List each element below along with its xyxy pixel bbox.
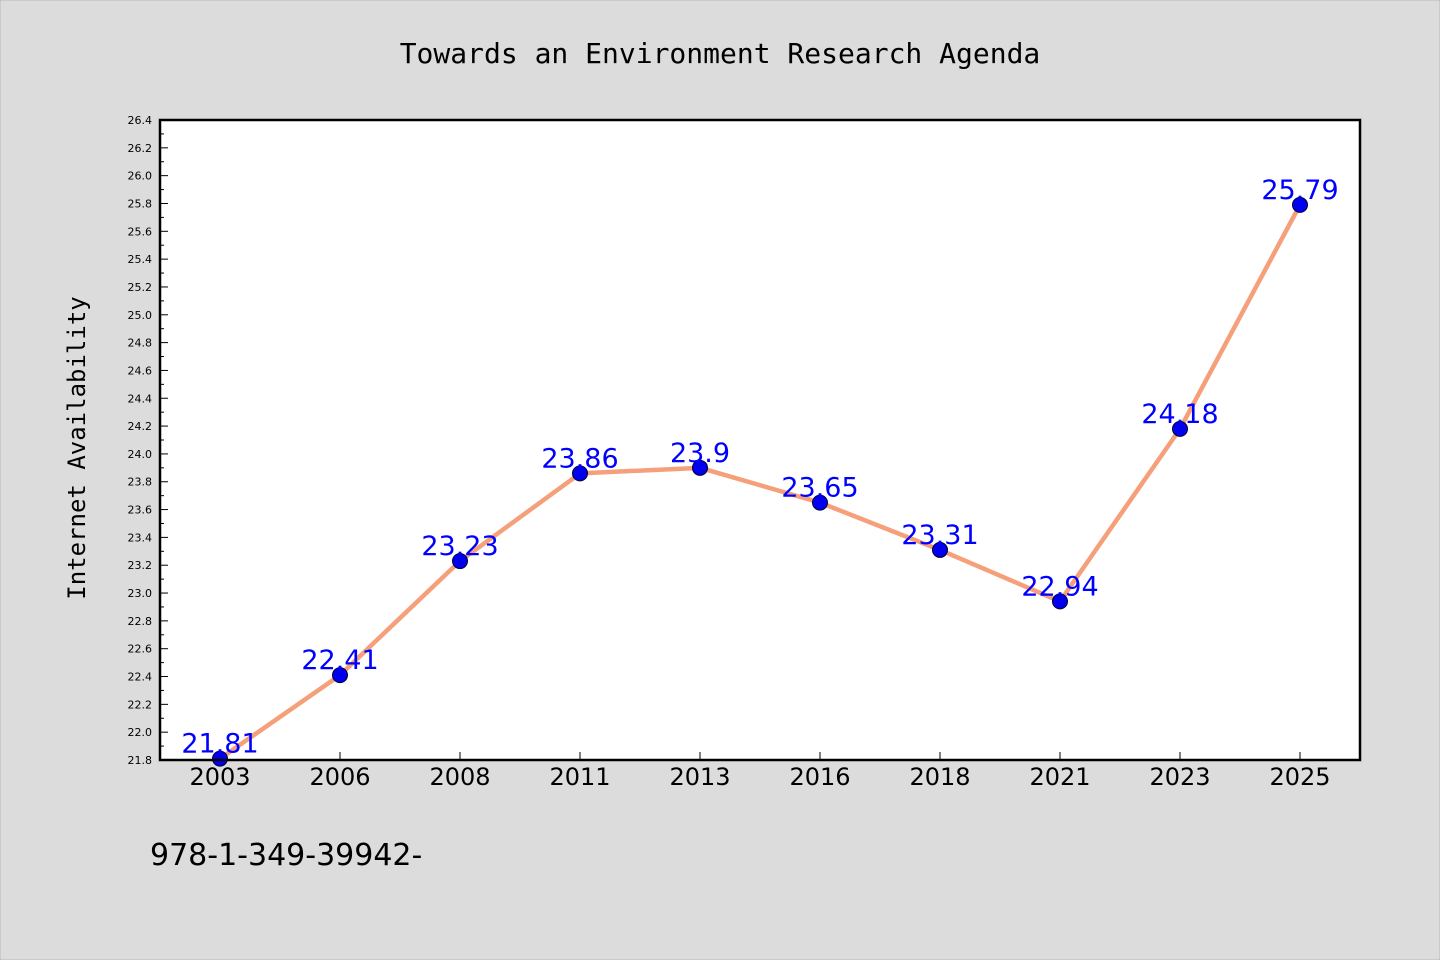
y-tick-label: 22.4: [128, 671, 153, 684]
y-tick-label: 25.8: [128, 197, 153, 210]
data-label: 22.41: [301, 645, 378, 676]
x-tick-label: 2023: [1149, 763, 1210, 791]
data-point: [932, 541, 948, 558]
data-label: 23.9: [670, 438, 730, 469]
x-tick-label: 2013: [669, 763, 730, 791]
y-tick-label: 22.2: [128, 698, 153, 711]
plot-frame: [158, 118, 1362, 762]
y-tick-label: 24.0: [128, 448, 153, 461]
data-point: [812, 494, 828, 511]
y-tick-label: 25.0: [128, 309, 153, 322]
x-tick-label: 2003: [189, 763, 250, 791]
y-tick-label: 22.6: [128, 643, 153, 656]
y-tick-label: 24.4: [128, 392, 153, 405]
x-tick-label: 2006: [309, 763, 370, 791]
data-label: 22.94: [1021, 571, 1098, 602]
x-tick-label: 2025: [1269, 763, 1330, 791]
data-point: [572, 465, 588, 482]
data-label: 23.65: [781, 473, 858, 504]
x-tick-label: 2021: [1029, 763, 1090, 791]
footer-text: 978-1-349-39942-: [150, 838, 422, 873]
y-axis-label: Internet Availability: [63, 296, 91, 599]
data-label: 25.79: [1261, 175, 1338, 206]
data-point: [452, 553, 468, 570]
data-label: 23.23: [421, 531, 498, 562]
series: 21.81 22.41 23.23 23.86 23.9 23.65 23.31 22.94 2…: [181, 175, 1339, 767]
y-tick-label: 23.0: [128, 587, 153, 600]
y-tick-label: 25.6: [128, 225, 153, 238]
y-tick-label: 26.4: [128, 114, 153, 127]
y-tick-label: 22.0: [128, 726, 153, 739]
y-tick-label: 23.4: [128, 531, 153, 544]
x-axis-ticks: 2003 2006 2008 2011 2013 2016 2018 2021 2023 2025: [189, 752, 1331, 791]
data-label: 24.18: [1141, 399, 1218, 430]
y-tick-label: 25.2: [128, 281, 153, 294]
data-label: 21.81: [181, 729, 258, 760]
data-point: [212, 750, 228, 767]
y-tick-label: 21.8: [128, 754, 153, 767]
data-label: 23.31: [901, 520, 978, 551]
data-label: 23.86: [541, 443, 618, 474]
y-tick-label: 25.4: [128, 253, 153, 266]
y-tick-label: 24.6: [128, 364, 153, 377]
y-tick-label: 26.2: [128, 142, 153, 155]
x-tick-label: 2008: [429, 763, 490, 791]
y-tick-label: 23.6: [128, 504, 153, 517]
y-tick-label: 24.8: [128, 337, 153, 350]
series-line: [217, 202, 1303, 761]
x-tick-label: 2016: [789, 763, 850, 791]
y-tick-label: 23.8: [128, 476, 153, 489]
y-tick-label: 24.2: [128, 420, 153, 433]
data-point: [692, 459, 708, 476]
data-point: [332, 667, 348, 684]
chart-title: Towards an Environment Research Agenda: [400, 37, 1041, 70]
data-point: [1292, 196, 1308, 213]
data-point: [1052, 593, 1068, 610]
y-tick-label: 22.8: [128, 615, 153, 628]
y-tick-label: 26.0: [128, 170, 153, 183]
x-tick-label: 2011: [549, 763, 610, 791]
data-point: [1172, 420, 1188, 437]
x-tick-label: 2018: [909, 763, 970, 791]
y-tick-label: 23.2: [128, 559, 153, 572]
y-axis-ticks: 21.8 22.0 22.2 22.4 22.6 22.8 23.0 23.2 23.4 23.6…: [128, 114, 168, 767]
